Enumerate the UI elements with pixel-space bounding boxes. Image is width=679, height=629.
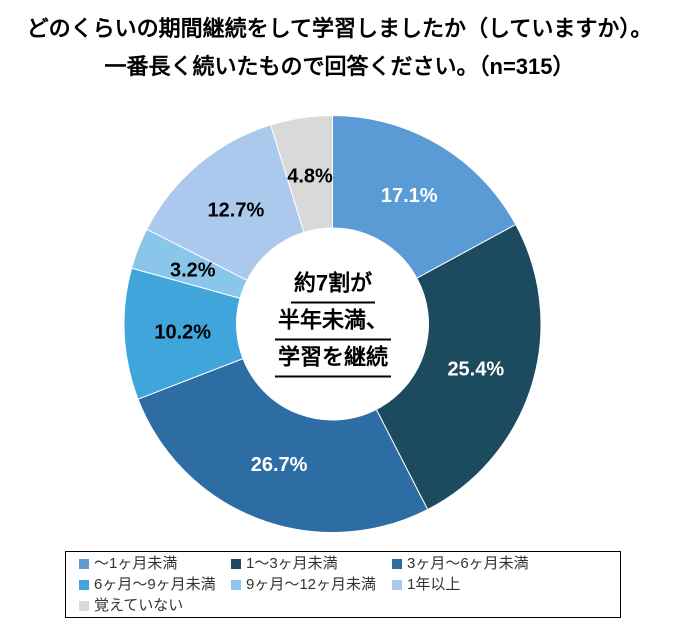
donut-segment-0 — [332, 114, 517, 279]
segment-label-2: 26.7% — [251, 454, 308, 476]
chart-title: どのくらいの期間継続をして学習しましたか（していますか）。 一番長く続いたもので… — [0, 10, 679, 86]
legend-item-3: 6ヶ月～9ヶ月未満 — [79, 575, 231, 594]
legend-label-5: 1年以上 — [407, 576, 461, 593]
center-annotation-line2: 半年未満、 — [274, 304, 392, 341]
chart-title-line2: 一番長く続いたもので回答ください。（n=315） — [104, 54, 575, 79]
center-annotation-line1: 約7割が — [275, 267, 391, 304]
donut-segment-6 — [270, 114, 333, 233]
donut-segment-1 — [375, 223, 542, 511]
legend-swatch-2 — [392, 558, 402, 569]
legend-label-4: 9ヶ月～12ヶ月未満 — [246, 576, 377, 593]
legend-label-6: 覚えていない — [94, 597, 184, 614]
chart-title-line1: どのくらいの期間継続をして学習しましたか（していますか）。 — [26, 16, 653, 41]
legend-item-4: 9ヶ月～12ヶ月未満 — [231, 575, 392, 594]
center-annotation: 約7割が 半年未満、 学習を継続 — [274, 267, 392, 378]
center-annotation-line3: 学習を継続 — [274, 341, 392, 378]
legend-label-3: 6ヶ月～9ヶ月未満 — [94, 576, 216, 593]
segment-label-4: 3.2% — [170, 260, 216, 282]
legend-swatch-6 — [79, 600, 89, 611]
legend-swatch-0 — [79, 558, 89, 569]
legend-item-0: ～1ヶ月未満 — [79, 554, 231, 573]
segment-label-6: 4.8% — [287, 166, 333, 188]
legend-label-0: ～1ヶ月未満 — [94, 555, 178, 572]
legend-label-1: 1～3ヶ月未満 — [246, 555, 338, 572]
legend-swatch-4 — [231, 579, 241, 590]
legend-item-2: 3ヶ月～6ヶ月未満 — [392, 554, 614, 573]
donut-segment-2 — [137, 357, 429, 533]
segment-label-0: 17.1% — [381, 185, 438, 207]
chart-legend: ～1ヶ月未満 1～3ヶ月未満 3ヶ月～6ヶ月未満 6ヶ月～9ヶ月未満 9ヶ月～12ヶ月未… — [65, 551, 621, 618]
legend-item-6: 覚えていない — [79, 596, 231, 615]
segment-label-5: 12.7% — [208, 199, 265, 221]
legend-swatch-3 — [79, 579, 89, 590]
legend-swatch-1 — [231, 558, 241, 569]
legend-item-5: 1年以上 — [392, 575, 614, 594]
legend-swatch-5 — [392, 579, 402, 590]
legend-item-1: 1～3ヶ月未満 — [231, 554, 392, 573]
segment-label-1: 25.4% — [447, 358, 504, 380]
segment-label-3: 10.2% — [154, 321, 211, 343]
legend-label-2: 3ヶ月～6ヶ月未満 — [407, 555, 529, 572]
